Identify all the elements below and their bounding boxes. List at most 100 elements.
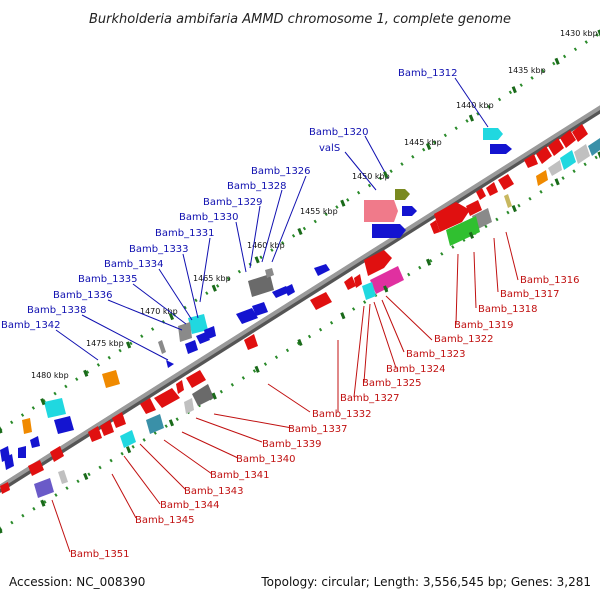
gene-feature <box>178 322 192 342</box>
gene-labels-bottom: Bamb_1316 Bamb_1317 Bamb_1318 Bamb_1319 … <box>70 275 580 560</box>
gene-feature <box>284 284 295 296</box>
gene-label: Bamb_1317 <box>500 289 560 300</box>
gene-feature <box>364 250 392 276</box>
ruler-major-tick <box>254 365 260 373</box>
gene-feature <box>560 130 576 148</box>
gene-label: Bamb_1351 <box>70 549 130 560</box>
gene-feature <box>574 144 590 164</box>
gene-feature <box>248 274 274 297</box>
gene-feature <box>504 194 512 208</box>
gene-label: Bamb_1341 <box>210 470 270 481</box>
gene-label: Bamb_1318 <box>478 304 538 315</box>
ruler-major-tick <box>597 151 600 159</box>
gene-feature <box>192 384 214 406</box>
kbp-label: 1470 kbp <box>140 307 178 316</box>
ruler-major-tick <box>168 313 175 321</box>
gene-feature <box>344 276 356 290</box>
gene-label: Bamb_1338 <box>27 305 87 316</box>
ruler-major-tick <box>83 472 89 480</box>
gene-labels-top: Bamb_1312 Bamb_1320 valS Bamb_1326 Bamb_… <box>1 68 458 331</box>
gene-feature <box>30 436 40 448</box>
ruler-major-tick <box>425 142 432 150</box>
gene-label: Bamb_1327 <box>340 393 400 404</box>
gene-label: Bamb_1326 <box>251 166 311 177</box>
gene-feature <box>112 412 126 428</box>
ruler-inner <box>0 153 600 532</box>
gene-feature <box>44 398 66 418</box>
ruler-major-tick <box>511 86 517 94</box>
ruler-major-tick <box>40 398 46 406</box>
gene-feature <box>370 266 404 294</box>
gene-label: Bamb_1329 <box>203 197 263 208</box>
gene-label: Bamb_1334 <box>104 259 164 270</box>
kbp-label: 1480 kbp <box>31 371 69 380</box>
ruler-major-tick <box>511 205 517 213</box>
gene-feature <box>50 446 64 462</box>
gene-feature <box>372 224 406 238</box>
gene-feature <box>265 268 274 278</box>
gene-feature <box>548 138 564 156</box>
kbp-scale: 1430 kbp 1435 kbp 1440 kbp 1445 kbp 1450… <box>31 29 598 380</box>
gene-label: Bamb_1340 <box>236 454 296 465</box>
genes-bottom-strand <box>0 124 600 498</box>
gene-feature <box>102 370 120 388</box>
genes-top-strand <box>0 128 512 470</box>
gene-label: Bamb_1333 <box>129 244 189 255</box>
gene-feature <box>34 478 54 498</box>
gene-feature <box>146 414 164 434</box>
accession-label: Accession: NC_008390 <box>9 575 145 589</box>
gene-feature <box>185 340 198 354</box>
gene-feature <box>362 282 376 300</box>
gene-feature <box>58 470 68 484</box>
gene-label: Bamb_1342 <box>1 320 61 331</box>
gene-label: Bamb_1316 <box>520 275 580 286</box>
ruler-major-tick <box>0 526 3 534</box>
gene-feature <box>158 340 166 354</box>
gene-feature <box>560 150 576 170</box>
gene-feature <box>483 128 503 140</box>
ruler-major-tick <box>125 446 132 454</box>
ruler-major-tick <box>125 341 132 349</box>
gene-label: Bamb_1344 <box>160 500 220 511</box>
ruler-major-tick <box>468 231 475 239</box>
gene-label: valS <box>319 143 340 154</box>
gene-label: Bamb_1325 <box>362 378 422 389</box>
gene-feature <box>100 420 114 436</box>
gene-label: Bamb_1332 <box>312 409 372 420</box>
gene-feature <box>548 160 562 176</box>
gene-label: Bamb_1323 <box>406 349 466 360</box>
ruler-major-tick <box>211 392 217 400</box>
gene-feature <box>476 188 486 200</box>
ruler-major-tick <box>554 57 560 65</box>
gene-feature <box>244 334 258 350</box>
gene-feature <box>314 264 330 276</box>
gene-feature <box>498 174 514 190</box>
gene-feature <box>186 370 206 388</box>
gene-feature <box>28 460 44 476</box>
gene-feature <box>22 418 32 434</box>
gene-feature <box>166 360 174 368</box>
ruler-major-tick <box>40 499 46 507</box>
gene-label: Bamb_1331 <box>155 228 215 239</box>
kbp-label: 1435 kbp <box>508 66 546 75</box>
kbp-label: 1475 kbp <box>86 339 124 348</box>
ruler-major-tick <box>297 227 303 236</box>
kbp-label: 1450 kbp <box>352 172 390 181</box>
ruler-major-tick <box>254 256 260 264</box>
gene-feature <box>486 182 498 196</box>
ruler-major-tick <box>340 199 346 207</box>
gene-feature <box>572 124 588 142</box>
gene-feature <box>364 200 398 222</box>
gene-feature <box>402 206 417 216</box>
leader-lines-bottom <box>51 231 519 553</box>
kbp-label: 1460 kbp <box>247 241 285 250</box>
gene-feature <box>536 170 548 186</box>
gene-feature <box>536 146 552 164</box>
gene-label: Bamb_1328 <box>227 181 287 192</box>
kbp-label: 1465 kbp <box>193 274 231 283</box>
gene-feature <box>0 482 10 494</box>
gene-feature <box>4 454 14 470</box>
map-title: Burkholderia ambifaria AMMD chromosome 1… <box>89 12 511 27</box>
